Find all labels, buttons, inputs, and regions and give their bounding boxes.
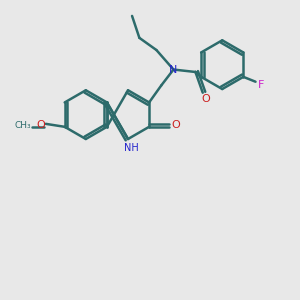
- Text: O: O: [36, 120, 45, 130]
- Text: F: F: [258, 80, 265, 90]
- Text: N: N: [169, 64, 178, 74]
- Text: NH: NH: [124, 143, 138, 153]
- Text: O: O: [172, 120, 180, 130]
- Text: O: O: [201, 94, 210, 103]
- Text: CH₃: CH₃: [15, 121, 31, 130]
